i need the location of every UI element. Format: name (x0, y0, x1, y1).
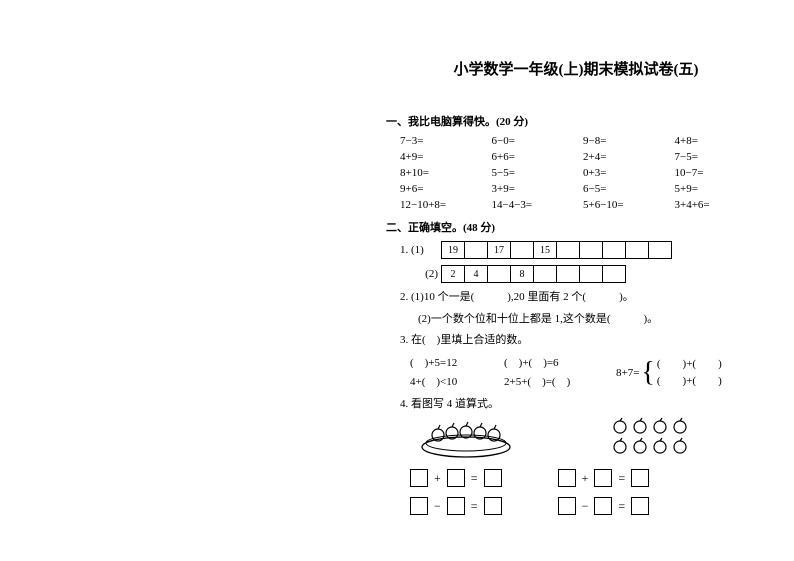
eq-cell: ( )+5=12 (410, 354, 504, 370)
seq-box (556, 241, 580, 259)
calc-cell: 6+6= (492, 151, 584, 163)
calc-cell: 4+8= (675, 135, 767, 147)
calc-cell: 10−7= (675, 167, 767, 179)
answer-box[interactable] (447, 497, 465, 515)
q1-seq-2: (2) 2 4 8 (400, 265, 766, 283)
calc-cell: 4+9= (400, 151, 492, 163)
calc-cell: 9−8= (583, 135, 675, 147)
seq-box (648, 241, 672, 259)
seq-box: 15 (533, 241, 557, 259)
answer-box[interactable] (594, 497, 612, 515)
answer-box[interactable] (594, 469, 612, 487)
eq-cell: ( )+( )=6 (504, 354, 616, 370)
calc-cell: 6−0= (492, 135, 584, 147)
seq-box (510, 241, 534, 259)
calc-cell: 14−4−3= (492, 199, 584, 211)
calc-cell: 12−10+8= (400, 199, 492, 211)
answer-box[interactable] (631, 497, 649, 515)
op-eq: = (618, 499, 625, 514)
op-minus: − (434, 499, 441, 514)
calc-cell: 5+9= (675, 183, 767, 195)
answer-box[interactable] (558, 469, 576, 487)
exam-title: 小学数学一年级(上)期末模拟试卷(五) (386, 58, 766, 79)
section-1-header: 一、我比电脑算得快。(20 分) (386, 113, 766, 129)
seq-box (602, 241, 626, 259)
seq-box: 4 (464, 265, 488, 283)
op-eq: = (471, 499, 478, 514)
q1-label-2: (2) (400, 268, 438, 280)
calc-cell: 5−5= (492, 167, 584, 179)
calc-cell: 8+10= (400, 167, 492, 179)
answer-box[interactable] (447, 469, 465, 487)
answer-box[interactable] (484, 497, 502, 515)
q2-line1: 2. (1)10 个一是( ),20 里面有 2 个( )。 (400, 289, 766, 307)
answer-box[interactable] (410, 469, 428, 487)
seq-box: 19 (441, 241, 465, 259)
calc-cell: 7−5= (675, 151, 767, 163)
seq-box (625, 241, 649, 259)
section-2-header: 二、正确填空。(48 分) (386, 219, 766, 235)
calc-row: 12−10+8= 14−4−3= 5+6−10= 3+4+6= (400, 199, 766, 211)
eq-cell: 4+( )<10 (410, 373, 504, 389)
calc-cell: 0+3= (583, 167, 675, 179)
seq-box (464, 241, 488, 259)
box-eq-row: − = − = (410, 497, 766, 515)
box-equation: − = (410, 497, 502, 515)
q3-row: 4+( )<10 2+5+( )=( ) (410, 373, 616, 389)
box-equation: + = (558, 469, 650, 487)
answer-box[interactable] (410, 497, 428, 515)
seq-box: 8 (510, 265, 534, 283)
calc-cell: 9+6= (400, 183, 492, 195)
q1-seq-1: 1. (1) 19 17 15 (400, 241, 766, 259)
seq-box (579, 265, 603, 283)
q4-pictures (416, 417, 766, 459)
brace-line: ( )+( ) (657, 373, 722, 390)
calc-cell: 3+4+6= (675, 199, 767, 211)
brace-line: ( )+( ) (657, 356, 722, 373)
seq-box: 17 (487, 241, 511, 259)
calc-row: 8+10= 5−5= 0+3= 10−7= (400, 167, 766, 179)
brace-icon: { (641, 359, 654, 387)
seq-box (602, 265, 626, 283)
calc-cell: 3+9= (492, 183, 584, 195)
answer-box[interactable] (558, 497, 576, 515)
exam-content: 小学数学一年级(上)期末模拟试卷(五) 一、我比电脑算得快。(20 分) 7−3… (386, 58, 766, 515)
seq-box: 2 (441, 265, 465, 283)
apples-grid-icon (606, 417, 706, 459)
plate-apples-icon (416, 417, 516, 459)
op-eq: = (471, 471, 478, 486)
op-eq: = (618, 471, 625, 486)
box-equation: + = (410, 469, 502, 487)
answer-box[interactable] (484, 469, 502, 487)
op-minus: − (582, 499, 589, 514)
seq-box (487, 265, 511, 283)
calc-cell: 6−5= (583, 183, 675, 195)
op-plus: + (434, 471, 441, 486)
answer-box[interactable] (631, 469, 649, 487)
brace-left-label: 8+7= (616, 367, 639, 379)
calc-grid: 7−3= 6−0= 9−8= 4+8= 4+9= 6+6= 2+4= 7−5= … (400, 135, 766, 211)
seq-box (556, 265, 580, 283)
box-equation: − = (558, 497, 650, 515)
eq-cell: 2+5+( )=( ) (504, 373, 616, 389)
seq-box (579, 241, 603, 259)
q3-row: ( )+5=12 ( )+( )=6 (410, 354, 616, 370)
seq-box (533, 265, 557, 283)
q2-line2: (2)一个数个位和十位上都是 1,这个数是( )。 (418, 311, 766, 329)
calc-cell: 2+4= (583, 151, 675, 163)
calc-cell: 7−3= (400, 135, 492, 147)
calc-cell: 5+6−10= (583, 199, 675, 211)
q3-header: 3. 在( )里填上合适的数。 (400, 332, 766, 350)
calc-row: 4+9= 6+6= 2+4= 7−5= (400, 151, 766, 163)
box-eq-row: + = + = (410, 469, 766, 487)
calc-row: 9+6= 3+9= 6−5= 5+9= (400, 183, 766, 195)
q3-brace-block: 8+7= { ( )+( ) ( )+( ) (616, 354, 722, 392)
op-plus: + (582, 471, 589, 486)
calc-row: 7−3= 6−0= 9−8= 4+8= (400, 135, 766, 147)
q4-header: 4. 看图写 4 道算式。 (400, 396, 766, 414)
q1-label-1: 1. (1) (400, 244, 438, 256)
